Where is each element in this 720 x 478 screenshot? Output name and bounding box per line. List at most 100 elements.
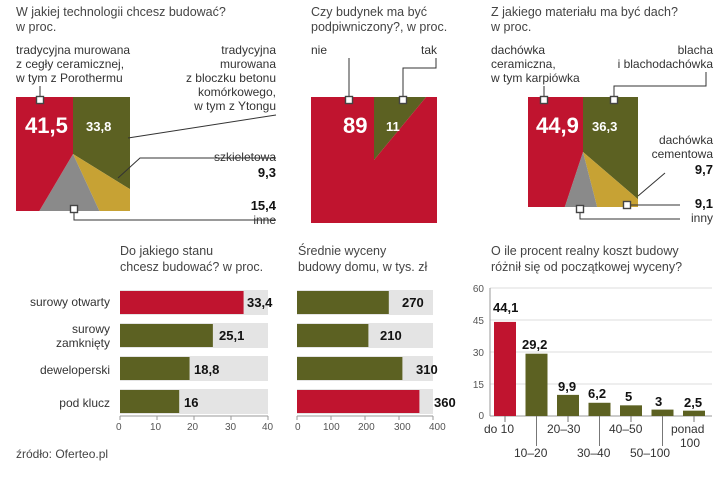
col-ytick-45: 45	[472, 316, 484, 327]
bars1-title-line1: Do jakiego stanu	[120, 244, 214, 258]
pie1-title-line1: W jakiej technologii chcesz budować?	[16, 5, 226, 19]
pie3-cat1-label-line3: w tym karpiówka	[491, 71, 580, 85]
pie1-cat1-label-line1: tradycyjna murowana	[16, 43, 131, 57]
bars2-tick-0: 0	[295, 422, 301, 433]
bars2-bar-3	[297, 357, 403, 380]
pie3-cat3-label-line1: dachówka	[658, 133, 713, 147]
pie3-cat1-label-line2: ceramiczna,	[491, 57, 556, 71]
pie3-slice-cat1	[528, 97, 583, 207]
pie3-cat4-marker-2	[575, 204, 585, 214]
pie3-cat1-label-line1: dachówka	[491, 43, 546, 57]
col-value-5: 5	[625, 389, 633, 404]
bars2-bar-1	[297, 291, 389, 314]
pie3-cat4-label: inny	[690, 211, 713, 225]
col-category-3: 20–30	[547, 422, 581, 436]
bars1-tick-0: 0	[116, 422, 122, 433]
pie2-yes-label: tak	[420, 43, 437, 57]
bars1-value-3: 18,8	[194, 362, 220, 377]
bars2-tick-400: 400	[429, 422, 446, 433]
col-title-line1: O ile procent realny koszt budowy	[491, 244, 679, 258]
bars2-value-2: 210	[380, 328, 402, 343]
col-value-2: 29,2	[522, 337, 548, 352]
bars1-tick-30: 30	[225, 422, 237, 433]
pie2-yes-value: 11	[386, 119, 400, 134]
pie2-slice-no	[311, 97, 437, 223]
pie3-cat3-leader	[637, 172, 666, 197]
col-bar-2	[525, 353, 548, 416]
bars1-value-1: 33,4	[247, 295, 273, 310]
pie3-cat4-value: 9,1	[694, 196, 713, 211]
bars1-tick-10: 10	[150, 422, 162, 433]
pie3-cat2-value: 36,3	[592, 119, 618, 134]
pie1-cat2-label-line3: z bloczku betonu	[185, 71, 276, 85]
bars2-bar-2	[297, 324, 369, 347]
col-category-7-line2: 100	[680, 436, 701, 450]
pie3-cat2-leader	[613, 72, 707, 100]
pie3-title-line1: Z jakiego materiału ma być dach?	[491, 5, 678, 19]
bars1-cat2-label-line2: zamknięty	[55, 336, 110, 350]
pie1-cat1-marker	[35, 95, 45, 105]
bars2-value-1: 270	[402, 295, 424, 310]
pie1-slice-cat2	[73, 97, 130, 190]
pie1-cat2-label-line5: w tym z Ytongu	[194, 99, 276, 113]
col-category-6: 50–100	[630, 446, 671, 460]
pie3-cat3-label-line2: cementowa	[651, 147, 713, 161]
pie1-slice-cat4	[39, 154, 100, 211]
pie3-slice-cat4	[564, 152, 598, 207]
bars2-value-4: 360	[434, 395, 456, 410]
pie1-cat2-label-line1: tradycyjna	[221, 43, 276, 57]
col-bar-3	[557, 394, 579, 416]
col-ytick-30: 30	[472, 348, 484, 359]
pie2-yes-leader	[402, 58, 437, 100]
col-category-4: 30–40	[577, 446, 611, 460]
col-title-line2: różnił się od początkowej wyceny?	[491, 260, 683, 274]
pie3-slice-cat3	[583, 152, 638, 207]
bars1-tick-40: 40	[262, 422, 274, 433]
bars1-bar-3	[120, 357, 190, 380]
bars2-tick-100: 100	[323, 422, 340, 433]
bars1-cat1-label: surowy otwarty	[29, 295, 110, 309]
bars1-value-4: 16	[184, 395, 199, 410]
bars1-bar-4	[120, 390, 180, 413]
pie1-cat1-label-line2: z cegły ceramicznej,	[16, 57, 125, 71]
bars2-title-line2: budowy domu, w tys. zł	[298, 260, 428, 274]
pie1-title-line2: w proc.	[16, 20, 57, 34]
pie1-cat2-leader	[127, 114, 277, 139]
bars1-title-line2: chcesz budować? w proc.	[120, 260, 264, 274]
pie1-cat4-marker	[69, 204, 79, 214]
col-value-6: 3	[655, 394, 663, 409]
col-bar-7	[683, 410, 705, 416]
pie1-cat3-leader	[117, 157, 276, 179]
col-bar-1	[494, 321, 516, 416]
col-value-3: 9,9	[558, 379, 577, 394]
pie1-cat1-value: 41,5	[25, 113, 68, 138]
pie3-slice-cat2	[583, 97, 638, 200]
bars1-cat2-label-line1: surowy	[71, 322, 110, 336]
pie2-no-marker	[344, 95, 354, 105]
col-category-7-line1: ponad	[671, 422, 705, 436]
pie1-cat3-value: 9,3	[257, 165, 276, 180]
pie1-cat4-label: inne	[253, 213, 276, 227]
pie1-cat2-value: 33,8	[86, 119, 112, 134]
pie1-slice-cat3	[73, 154, 130, 211]
col-ytick-15: 15	[472, 380, 484, 391]
col-ytick-60: 60	[472, 284, 484, 295]
pie1-cat2-label-line4: komórkowego,	[197, 85, 276, 99]
pie3-title-line2: w proc.	[491, 20, 532, 34]
source-note: źródło: Oferteo.pl	[16, 447, 109, 461]
pie1-cat3-label: szkieletowa	[213, 150, 276, 164]
col-category-1: do 10	[484, 422, 515, 436]
bars2-value-3: 310	[416, 362, 438, 377]
pie2-no-label: nie	[311, 43, 328, 57]
pie3-cat4-marker	[622, 200, 632, 210]
pie1-cat2-label-line2: murowana	[219, 57, 276, 71]
bars1-tick-20: 20	[187, 422, 199, 433]
bars2-title-line1: Średnie wyceny	[298, 244, 387, 258]
col-category-5: 40–50	[609, 422, 643, 436]
pie1-slice-cat1	[16, 97, 73, 211]
pie2-yes-marker	[398, 95, 408, 105]
col-bar-5	[620, 405, 642, 416]
col-bar-4	[588, 402, 611, 416]
pie2-title-line1: Czy budynek ma być	[311, 5, 428, 19]
bars2-tick-300: 300	[394, 422, 411, 433]
